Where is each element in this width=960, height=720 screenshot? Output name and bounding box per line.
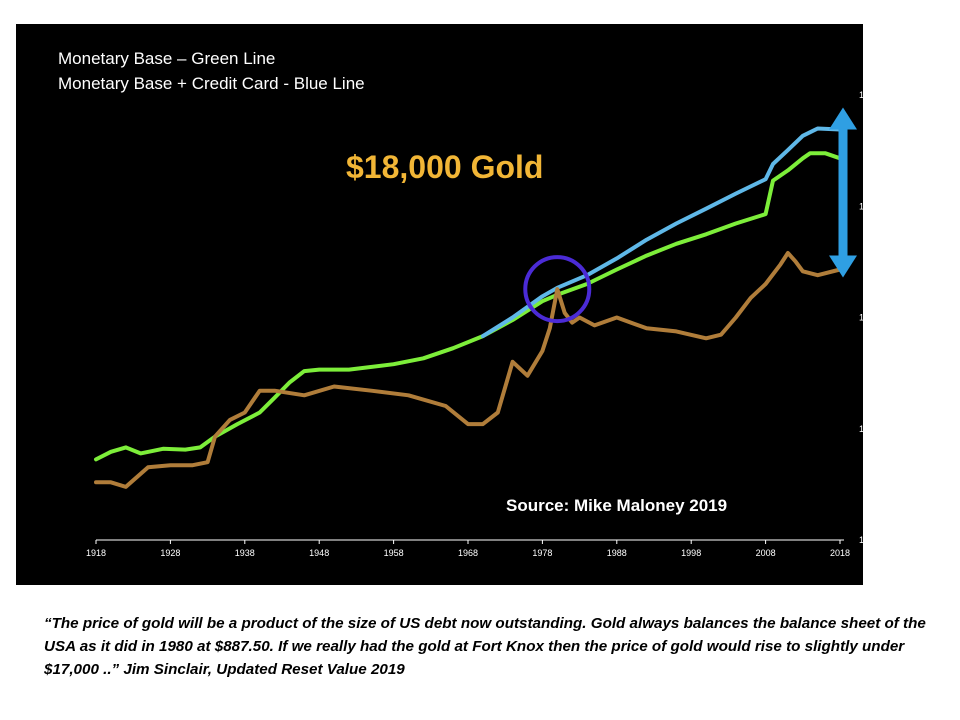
series-line-gold	[94, 251, 842, 489]
arrow-head-down	[829, 255, 857, 278]
y-tick-label: 1	[859, 535, 863, 545]
series-line-monetary-base-credit	[480, 126, 842, 339]
x-tick-label: 1918	[86, 548, 106, 558]
series-line-monetary-base	[94, 151, 842, 462]
quote-text: “The price of gold will be a product of …	[44, 615, 926, 678]
chart: 1918 1928 1938 1948 1958 1968 1978 1988 1998 2008…	[86, 90, 863, 558]
x-tick-label: 1958	[384, 548, 404, 558]
legend-blue-line: Monetary Base + Credit Card - Blue Line	[58, 74, 365, 93]
y-tick-label: 10	[859, 424, 863, 434]
x-tick-label: 1948	[309, 548, 329, 558]
x-tick-label: 1968	[458, 548, 478, 558]
y-tick-label: 10,000	[859, 90, 863, 100]
y-tick-label: 1,000	[859, 201, 863, 211]
chart-title: $18,000 Gold	[346, 149, 544, 185]
y-tick-label: 100	[859, 313, 863, 323]
highlight-circle	[523, 255, 592, 324]
x-tick-label: 2018	[830, 548, 850, 558]
arrow-head-up	[829, 107, 857, 130]
legend-green-line: Monetary Base – Green Line	[58, 49, 276, 68]
chart-panel: 1918 1928 1938 1948 1958 1968 1978 1988 1998 2008…	[16, 24, 863, 585]
x-tick-label: 1938	[235, 548, 255, 558]
x-tick-label: 2008	[756, 548, 776, 558]
source-annotation: Source: Mike Maloney 2019	[506, 496, 728, 515]
x-tick-label: 1928	[160, 548, 180, 558]
x-tick-label: 1998	[681, 548, 701, 558]
x-tick-label: 1978	[532, 548, 552, 558]
x-tick-label: 1988	[607, 548, 627, 558]
